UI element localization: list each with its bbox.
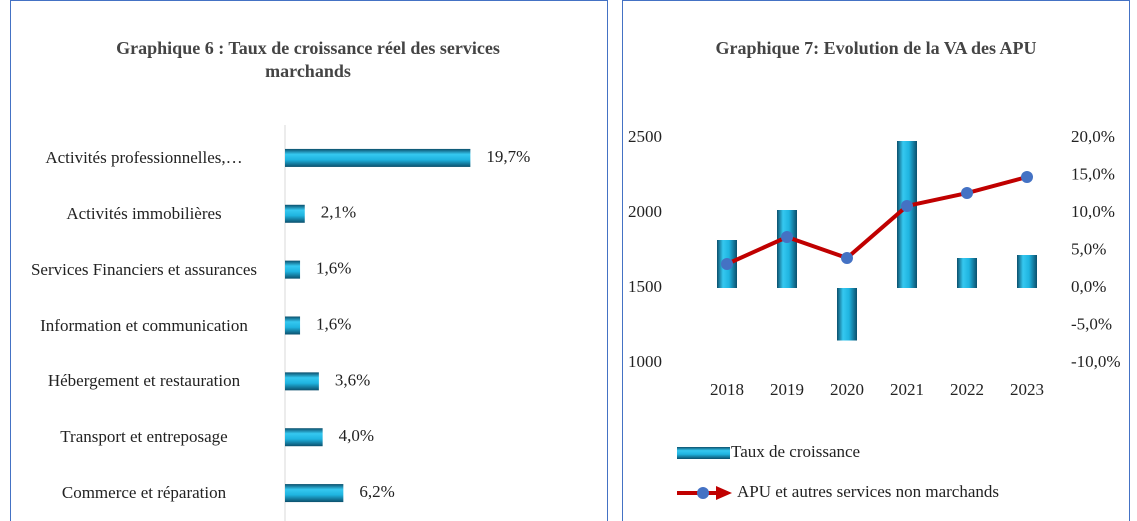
marker: [1021, 171, 1033, 183]
chart-title: Graphique 6 : Taux de croissance réel de…: [116, 38, 500, 81]
data-label: 4,0%: [339, 426, 374, 445]
bar: [285, 428, 323, 447]
bar: [285, 260, 301, 279]
bar: [957, 258, 977, 288]
legend-swatch: [716, 486, 732, 500]
data-label: 1,6%: [316, 314, 351, 333]
chart-title: Graphique 7: Evolution de la VA des APU: [715, 38, 1037, 58]
data-label: 3,6%: [335, 370, 370, 389]
panel-border: [622, 0, 1130, 521]
y-tick-label: 2000: [628, 202, 662, 221]
bar: [1017, 255, 1037, 288]
y2-tick-label: 5,0%: [1071, 239, 1106, 258]
line: [726, 175, 1028, 266]
y2-tick-label: -10,0%: [1071, 352, 1121, 371]
y-tick-label: 1500: [628, 277, 662, 296]
bar: [897, 141, 917, 288]
marker: [721, 258, 733, 270]
data-label: 6,2%: [359, 482, 394, 501]
legend-swatch: [697, 487, 709, 499]
y2-tick-label: 15,0%: [1071, 164, 1115, 183]
bar: [777, 210, 797, 288]
x-tick-label: 2023: [1010, 380, 1044, 399]
marker: [961, 187, 973, 200]
y-tick-label: Services Financiers et assurances: [30, 259, 258, 279]
data-label: 1,6%: [316, 259, 351, 278]
y-tick-label: 2500: [628, 127, 662, 146]
y-tick-label: Information et communication: [40, 315, 248, 335]
data-label: 2,1%: [321, 203, 356, 222]
y-tick-label: Transport et entreposage: [60, 427, 228, 447]
panel-border: [10, 0, 608, 521]
x-tick-label: 2020: [830, 380, 864, 399]
y-tick-label: Commerce et réparation: [61, 483, 227, 503]
y-tick-label: Hébergement et restauration: [47, 371, 241, 391]
bar: [285, 372, 319, 391]
bar: [285, 316, 301, 335]
bar: [285, 484, 344, 503]
x-tick-label: 2019: [770, 380, 804, 399]
legend-swatch: [677, 447, 730, 459]
x-tick-label: 2022: [950, 380, 984, 399]
marker: [901, 199, 913, 212]
legend-label: APU et autres services non marchands: [737, 482, 999, 501]
data-label: 19,7%: [486, 147, 530, 166]
bar: [285, 148, 471, 167]
y2-tick-label: 0,0%: [1071, 277, 1106, 296]
x-tick-label: 2018: [710, 380, 744, 399]
legend-label: Taux de croissance: [731, 442, 860, 461]
marker: [841, 252, 853, 264]
y2-tick-label: 10,0%: [1071, 202, 1115, 221]
x-tick-label: 2021: [890, 380, 924, 399]
y2-tick-label: -5,0%: [1071, 314, 1112, 333]
bar: [285, 204, 305, 223]
y2-tick-label: 20,0%: [1071, 127, 1115, 146]
y-tick-label: Activités immobilières: [66, 203, 222, 223]
y-tick-label: 1000: [628, 352, 662, 371]
marker: [781, 231, 793, 243]
y-tick-label: Activités professionnelles,…: [45, 147, 243, 167]
bar: [837, 288, 857, 341]
